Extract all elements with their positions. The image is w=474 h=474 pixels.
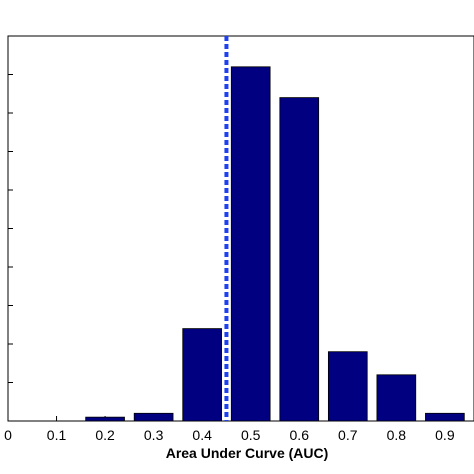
histogram-bar: [133, 412, 174, 422]
histogram-bar: [85, 416, 125, 422]
x-tick-label: 0.7: [338, 427, 358, 443]
x-tick-label: 0.6: [290, 427, 310, 443]
histogram-bar: [230, 66, 271, 422]
x-tick-label: 0.3: [144, 427, 164, 443]
x-tick-label: 0.8: [387, 427, 407, 443]
histogram-bar: [327, 351, 368, 422]
x-axis-tick-labels: 0 0.1 0.2 0.3 0.4 0.5 0.6 0.7 0.8 0.9: [4, 427, 455, 443]
histogram-bar: [279, 97, 320, 422]
y-axis-ticks: [8, 74, 13, 383]
histogram-bars: [85, 66, 465, 422]
histogram-bar: [425, 412, 465, 422]
histogram-bar: [182, 328, 222, 422]
x-tick-label: 0.5: [241, 427, 261, 443]
x-tick-label: 0.9: [435, 427, 455, 443]
plot-area: [7, 35, 474, 422]
x-axis-title: Area Under Curve (AUC): [166, 445, 329, 461]
histogram-bar: [376, 374, 417, 422]
x-tick-label: 0.4: [192, 427, 212, 443]
x-tick-label: 0: [4, 427, 12, 443]
x-tick-label: 0.1: [47, 427, 67, 443]
x-tick-label: 0.2: [95, 427, 115, 443]
